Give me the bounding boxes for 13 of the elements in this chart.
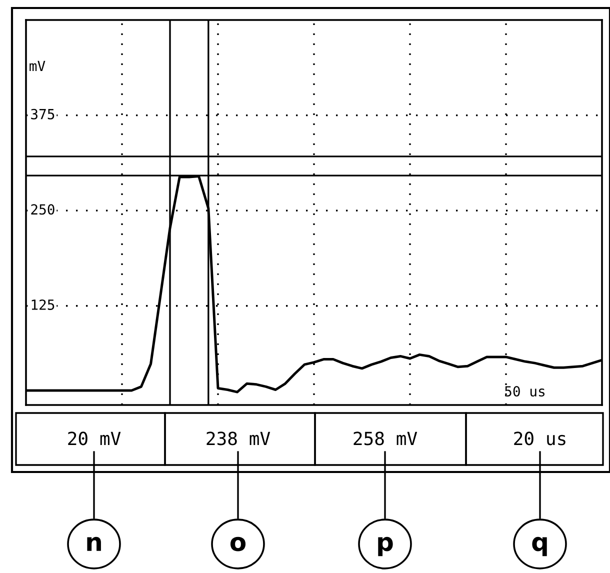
text: q (532, 536, 547, 556)
text: p (378, 536, 393, 556)
y-axis-title: mV (30, 60, 46, 72)
text: o (230, 536, 246, 552)
text: 20 us (514, 432, 566, 446)
text: n (87, 536, 101, 551)
y-tick-label: 250 (31, 204, 54, 215)
text: 258 mV (354, 432, 418, 446)
y-tick-label: 375 (31, 108, 54, 120)
text: 238 mV (206, 432, 270, 446)
annotation: 50 us (505, 386, 545, 397)
y-tick-label: 125 (32, 299, 54, 310)
text: 20 mV (68, 432, 121, 446)
